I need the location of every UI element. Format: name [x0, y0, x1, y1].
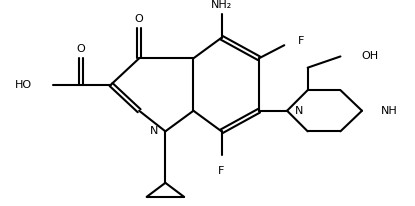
Text: N: N [295, 106, 303, 116]
Text: NH: NH [381, 106, 398, 116]
Text: O: O [77, 44, 85, 54]
Text: HO: HO [15, 80, 32, 90]
Text: OH: OH [361, 52, 378, 61]
Text: O: O [135, 14, 144, 24]
Text: F: F [298, 36, 304, 47]
Text: N: N [149, 126, 158, 136]
Text: F: F [218, 166, 225, 176]
Text: NH₂: NH₂ [211, 0, 232, 10]
